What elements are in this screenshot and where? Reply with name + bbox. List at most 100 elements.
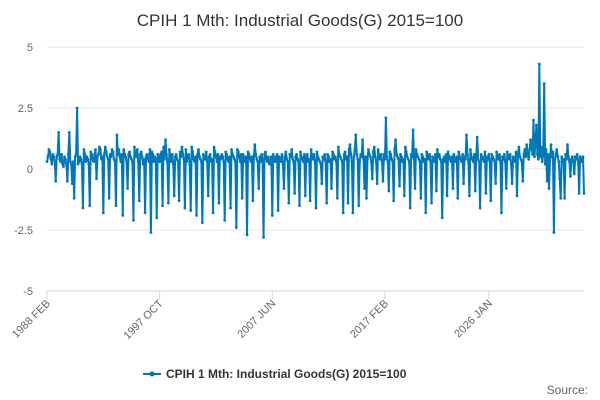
data-point xyxy=(179,155,183,159)
data-point xyxy=(256,160,260,164)
legend[interactable]: CPIH 1 Mth: Industrial Goods(G) 2015=100 xyxy=(143,367,407,381)
data-point xyxy=(73,155,77,159)
data-point xyxy=(238,160,242,164)
data-point xyxy=(249,160,253,164)
data-point xyxy=(435,148,439,151)
data-point xyxy=(581,155,585,159)
data-point xyxy=(556,155,560,159)
data-point xyxy=(99,148,102,151)
data-point xyxy=(101,211,105,215)
data-point xyxy=(72,196,76,200)
data-point xyxy=(85,155,89,159)
data-point xyxy=(103,145,107,149)
data-point xyxy=(174,152,178,156)
data-point xyxy=(370,177,374,181)
data-point xyxy=(77,160,81,164)
data-point xyxy=(538,155,542,159)
data-point xyxy=(115,133,119,137)
data-point xyxy=(258,155,262,159)
data-point xyxy=(259,160,263,164)
data-point xyxy=(507,157,511,161)
data-point xyxy=(445,194,449,198)
data-point xyxy=(339,157,343,161)
data-point xyxy=(327,155,331,159)
data-point xyxy=(216,152,220,156)
data-point xyxy=(360,155,364,159)
data-point xyxy=(566,143,569,147)
data-point xyxy=(121,213,125,217)
data-point xyxy=(88,204,92,208)
data-point xyxy=(409,152,413,156)
data-point xyxy=(81,206,85,210)
data-point xyxy=(330,187,333,190)
data-point xyxy=(428,152,431,156)
data-point xyxy=(477,160,481,164)
legend-marker-symbol xyxy=(149,371,155,377)
data-point xyxy=(542,82,546,85)
data-point xyxy=(489,199,493,203)
data-point xyxy=(396,155,399,159)
data-point xyxy=(326,152,330,156)
data-point xyxy=(104,150,108,154)
data-point xyxy=(325,201,329,205)
data-point xyxy=(494,182,498,186)
data-point xyxy=(569,157,573,161)
data-point xyxy=(553,157,557,161)
data-point xyxy=(414,148,418,151)
data-point xyxy=(51,152,55,156)
data-point xyxy=(123,152,127,156)
x-tick-label: 2017 FEB xyxy=(348,298,391,341)
data-point xyxy=(358,160,362,164)
data-point xyxy=(131,160,134,164)
data-point xyxy=(184,148,188,151)
data-point xyxy=(80,162,84,166)
data-point xyxy=(472,152,476,156)
data-point xyxy=(200,221,204,225)
data-point xyxy=(468,148,472,151)
data-point xyxy=(204,150,208,154)
data-point xyxy=(267,155,270,159)
data-point xyxy=(112,157,116,161)
data-point xyxy=(287,201,291,205)
data-point xyxy=(495,150,498,154)
data-point xyxy=(368,155,372,159)
data-point xyxy=(534,140,537,144)
data-point xyxy=(304,155,308,159)
data-point xyxy=(218,155,222,159)
data-point xyxy=(105,155,109,159)
data-point xyxy=(300,157,304,161)
data-point xyxy=(353,148,357,151)
data-point xyxy=(69,162,73,166)
data-point xyxy=(233,157,236,161)
data-point xyxy=(448,157,452,161)
y-tick-label: -5 xyxy=(23,286,33,298)
data-point xyxy=(247,152,251,156)
data-point xyxy=(278,157,282,161)
data-point xyxy=(228,155,231,159)
data-point xyxy=(570,155,574,159)
data-point xyxy=(527,157,531,161)
data-point xyxy=(148,148,152,151)
data-point xyxy=(277,155,281,159)
data-point xyxy=(55,155,59,159)
data-point xyxy=(99,157,103,161)
data-point xyxy=(357,204,361,208)
data-point xyxy=(126,187,129,190)
data-point xyxy=(86,157,90,161)
data-point xyxy=(166,201,170,205)
data-point xyxy=(383,157,387,161)
data-point xyxy=(498,152,501,156)
data-point xyxy=(239,152,243,156)
data-point xyxy=(380,160,384,164)
data-point xyxy=(410,155,414,159)
data-point xyxy=(212,145,216,149)
data-point xyxy=(552,231,556,234)
data-point xyxy=(537,62,541,66)
data-point xyxy=(46,155,50,159)
x-axis: 1988 FEB 1997 OCT 2007 JUN 2017 FEB 2026 JAN xyxy=(10,290,584,342)
data-point xyxy=(385,155,389,159)
data-point xyxy=(543,162,547,166)
data-point xyxy=(434,152,437,156)
data-point xyxy=(349,152,353,156)
data-point xyxy=(241,152,245,156)
